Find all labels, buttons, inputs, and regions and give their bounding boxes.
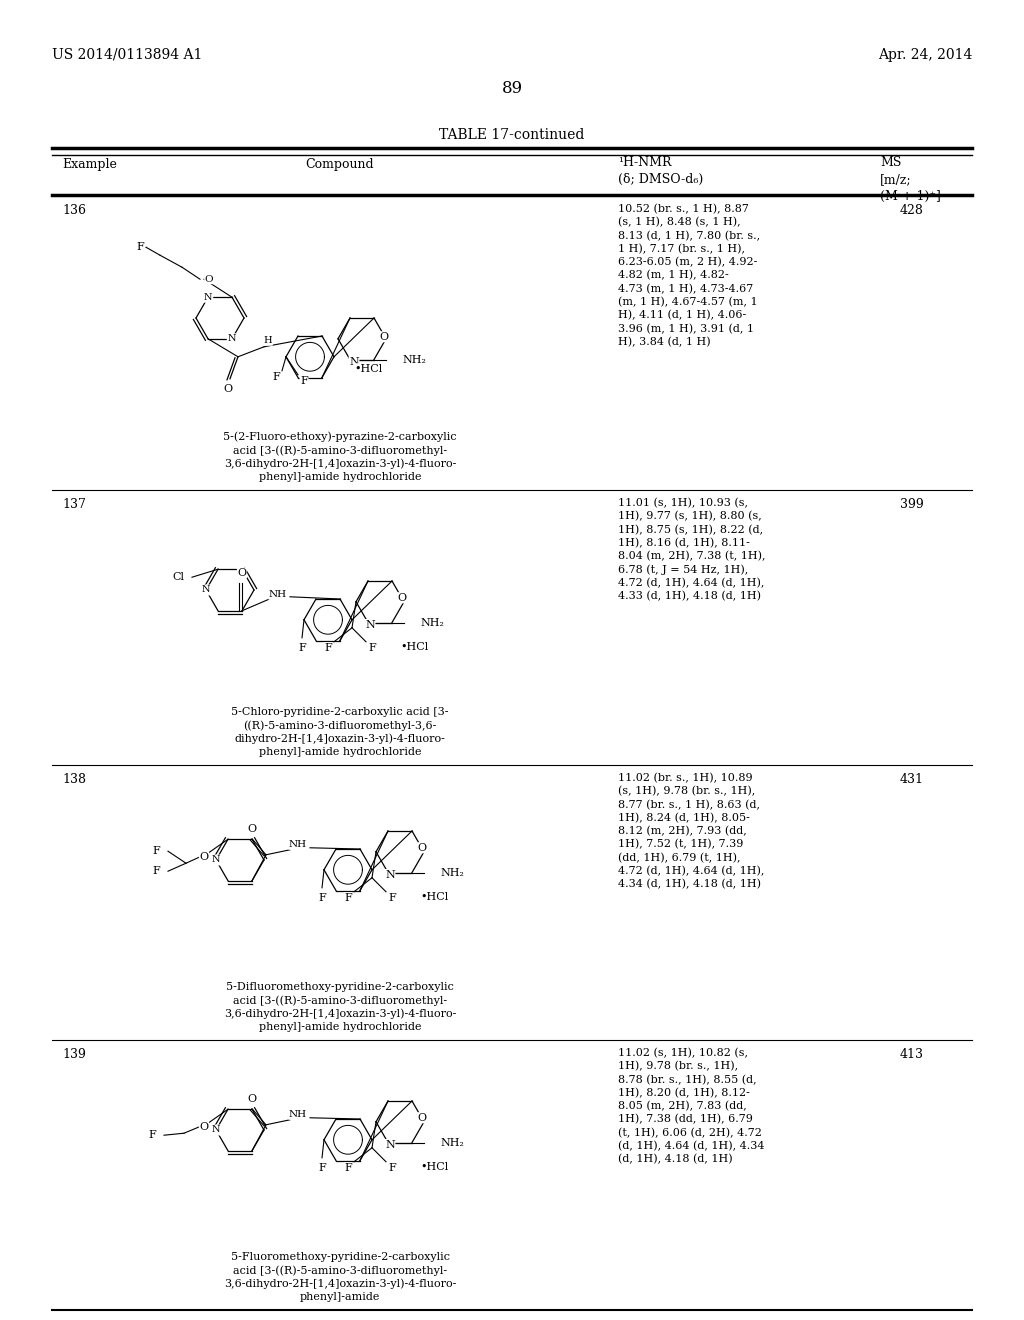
Text: F: F bbox=[325, 643, 332, 653]
Text: NH₂: NH₂ bbox=[440, 1138, 464, 1147]
Text: O: O bbox=[248, 1094, 257, 1104]
Text: Cl: Cl bbox=[172, 572, 184, 582]
Text: 11.01 (s, 1H), 10.93 (s,
1H), 9.77 (s, 1H), 8.80 (s,
1H), 8.75 (s, 1H), 8.22 (d,: 11.01 (s, 1H), 10.93 (s, 1H), 9.77 (s, 1… bbox=[618, 498, 766, 602]
Text: O: O bbox=[397, 593, 407, 603]
Text: O: O bbox=[200, 853, 209, 862]
Text: NH: NH bbox=[289, 1110, 307, 1119]
Text: 5-(2-Fluoro-ethoxy)-pyrazine-2-carboxylic
acid [3-((R)-5-amino-3-difluoromethyl-: 5-(2-Fluoro-ethoxy)-pyrazine-2-carboxyli… bbox=[223, 432, 457, 482]
Text: 138: 138 bbox=[62, 774, 86, 785]
Text: Compound: Compound bbox=[306, 158, 375, 172]
Text: US 2014/0113894 A1: US 2014/0113894 A1 bbox=[52, 48, 203, 62]
Text: •HCl: •HCl bbox=[420, 1162, 449, 1172]
Text: 5-Chloro-pyridine-2-carboxylic acid [3-
((R)-5-amino-3-difluoromethyl-3,6-
dihyd: 5-Chloro-pyridine-2-carboxylic acid [3- … bbox=[231, 708, 449, 756]
Text: O: O bbox=[418, 842, 427, 853]
Text: 136: 136 bbox=[62, 205, 86, 216]
Text: N: N bbox=[212, 855, 220, 865]
Text: N: N bbox=[385, 870, 395, 879]
Text: O: O bbox=[205, 275, 213, 284]
Text: 137: 137 bbox=[62, 498, 86, 511]
Text: F: F bbox=[368, 643, 376, 653]
Text: ¹H-NMR
(δ; DMSO-d₆): ¹H-NMR (δ; DMSO-d₆) bbox=[618, 156, 703, 186]
Text: 11.02 (br. s., 1H), 10.89
(s, 1H), 9.78 (br. s., 1H),
8.77 (br. s., 1 H), 8.63 (: 11.02 (br. s., 1H), 10.89 (s, 1H), 9.78 … bbox=[618, 774, 764, 890]
Text: N: N bbox=[227, 334, 237, 343]
Text: F: F bbox=[153, 846, 160, 857]
Text: NH₂: NH₂ bbox=[440, 867, 464, 878]
Text: 10.52 (br. s., 1 H), 8.87
(s, 1 H), 8.48 (s, 1 H),
8.13 (d, 1 H), 7.80 (br. s.,
: 10.52 (br. s., 1 H), 8.87 (s, 1 H), 8.48… bbox=[618, 205, 760, 347]
Text: 399: 399 bbox=[900, 498, 924, 511]
Text: •HCl: •HCl bbox=[400, 642, 428, 652]
Text: •HCl: •HCl bbox=[420, 891, 449, 902]
Text: 428: 428 bbox=[900, 205, 924, 216]
Text: Example: Example bbox=[62, 158, 117, 172]
Text: Apr. 24, 2014: Apr. 24, 2014 bbox=[878, 48, 972, 62]
Text: 413: 413 bbox=[900, 1048, 924, 1061]
Text: O: O bbox=[238, 568, 247, 578]
Text: H: H bbox=[264, 337, 272, 346]
Text: 431: 431 bbox=[900, 774, 924, 785]
Text: 89: 89 bbox=[502, 81, 522, 96]
Text: N: N bbox=[204, 293, 212, 302]
Text: 139: 139 bbox=[62, 1048, 86, 1061]
Text: 5-Difluoromethoxy-pyridine-2-carboxylic
acid [3-((R)-5-amino-3-difluoromethyl-
3: 5-Difluoromethoxy-pyridine-2-carboxylic … bbox=[224, 982, 456, 1032]
Text: N: N bbox=[349, 356, 358, 367]
Text: O: O bbox=[223, 384, 232, 393]
Text: F: F bbox=[272, 372, 280, 381]
Text: F: F bbox=[136, 242, 144, 252]
Text: TABLE 17-continued: TABLE 17-continued bbox=[439, 128, 585, 143]
Text: •HCl: •HCl bbox=[354, 364, 382, 374]
Text: N: N bbox=[385, 1139, 395, 1150]
Text: O: O bbox=[380, 331, 388, 342]
Text: F: F bbox=[300, 376, 308, 385]
Text: F: F bbox=[318, 1163, 326, 1172]
Text: NH: NH bbox=[289, 841, 307, 849]
Text: F: F bbox=[318, 892, 326, 903]
Text: N: N bbox=[212, 1126, 220, 1134]
Text: F: F bbox=[344, 1163, 352, 1172]
Text: N: N bbox=[202, 586, 210, 594]
Text: F: F bbox=[388, 1163, 396, 1172]
Text: F: F bbox=[388, 892, 396, 903]
Text: NH: NH bbox=[269, 590, 287, 599]
Text: O: O bbox=[248, 824, 257, 834]
Text: 11.02 (s, 1H), 10.82 (s,
1H), 9.78 (br. s., 1H),
8.78 (br. s., 1H), 8.55 (d,
1H): 11.02 (s, 1H), 10.82 (s, 1H), 9.78 (br. … bbox=[618, 1048, 765, 1164]
Text: F: F bbox=[153, 866, 160, 876]
Text: F: F bbox=[344, 892, 352, 903]
Text: NH₂: NH₂ bbox=[420, 618, 443, 627]
Text: 5-Fluoromethoxy-pyridine-2-carboxylic
acid [3-((R)-5-amino-3-difluoromethyl-
3,6: 5-Fluoromethoxy-pyridine-2-carboxylic ac… bbox=[224, 1253, 456, 1302]
Text: MS
[m/z;
(M + 1)⁺]: MS [m/z; (M + 1)⁺] bbox=[880, 156, 941, 203]
Text: N: N bbox=[366, 619, 375, 630]
Text: NH₂: NH₂ bbox=[402, 355, 426, 364]
Text: O: O bbox=[418, 1113, 427, 1123]
Text: F: F bbox=[298, 643, 306, 653]
Text: F: F bbox=[148, 1130, 156, 1140]
Text: O: O bbox=[200, 1122, 209, 1133]
